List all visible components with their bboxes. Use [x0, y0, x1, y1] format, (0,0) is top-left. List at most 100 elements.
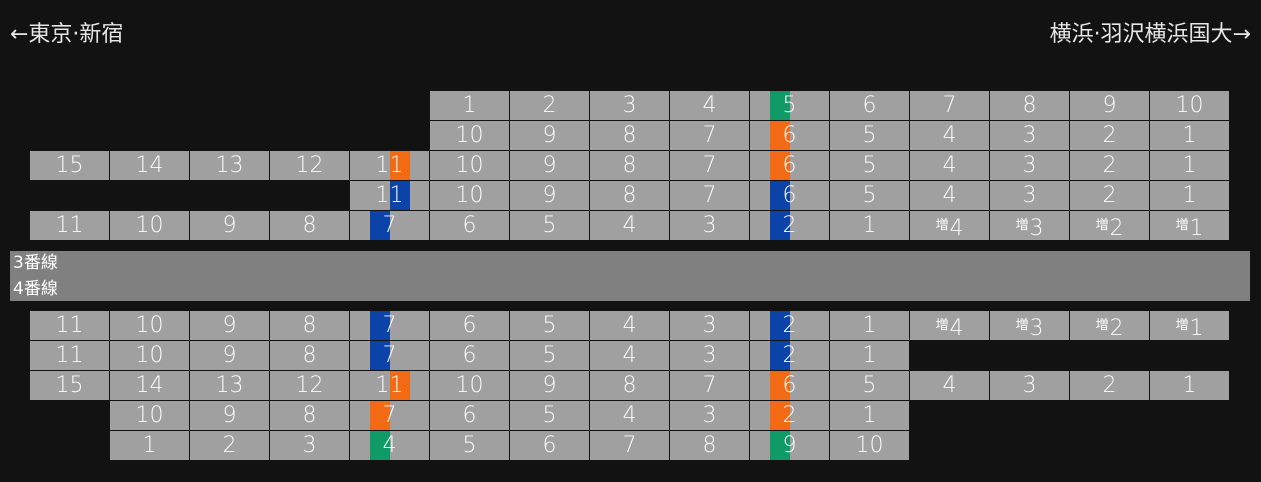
extra-car-marker: 増: [1175, 218, 1189, 233]
car-number: 14: [135, 373, 164, 398]
car-number: 3: [702, 313, 717, 338]
door-marker-orange: [770, 151, 790, 180]
train-car: 6: [750, 151, 829, 180]
car-number: 14: [135, 153, 164, 178]
car-number: 増4: [935, 216, 964, 240]
car-number: 8: [302, 313, 317, 338]
train-car: 4: [910, 121, 989, 150]
car-number: 10: [455, 153, 484, 178]
train-car: 10: [430, 121, 509, 150]
train-car: 9: [510, 121, 589, 150]
car-number: 9: [542, 183, 557, 208]
car-number: 増4: [935, 316, 964, 340]
car-number: 4: [622, 213, 637, 238]
train-car: 6: [430, 311, 509, 340]
train-car: 増1: [1150, 211, 1229, 240]
car-number: 1: [462, 93, 477, 118]
train-car: 10: [430, 181, 509, 210]
platform: 3番線 4番線: [10, 251, 1250, 301]
train-car: 11: [350, 151, 429, 180]
door-marker-green: [770, 91, 790, 120]
car-number: 1: [862, 343, 877, 368]
train-car: 8: [270, 401, 349, 430]
train-car: 1: [830, 401, 909, 430]
train-car: 6: [750, 121, 829, 150]
train-car: 10: [110, 341, 189, 370]
train-car: 2: [1070, 121, 1149, 150]
car-number: 9: [1102, 93, 1117, 118]
car-number: 4: [382, 433, 397, 458]
train-car: 7: [670, 371, 749, 400]
train-car: 5: [510, 211, 589, 240]
train-car: 4: [670, 91, 749, 120]
train-car: 7: [350, 401, 429, 430]
train-car: 5: [510, 341, 589, 370]
car-number: 13: [215, 153, 244, 178]
car-number: 10: [135, 403, 164, 428]
car-number: 10: [135, 313, 164, 338]
car-number: 11: [375, 373, 404, 398]
car-number: 6: [782, 183, 797, 208]
car-number: 1: [862, 313, 877, 338]
car-number: 1: [1182, 123, 1197, 148]
car-number: 10: [855, 433, 884, 458]
car-number: 8: [622, 153, 637, 178]
train-car: 8: [590, 181, 669, 210]
car-number: 3: [1022, 373, 1037, 398]
train-car: 7: [350, 311, 429, 340]
car-number: 4: [622, 343, 637, 368]
extra-car-marker: 増: [1175, 318, 1189, 333]
train-car: 8: [270, 311, 349, 340]
train-car: 3: [670, 341, 749, 370]
train-car: 1: [1150, 121, 1229, 150]
train-car: 3: [990, 151, 1069, 180]
car-number: 10: [455, 123, 484, 148]
car-number: 10: [455, 183, 484, 208]
train-car: 2: [750, 341, 829, 370]
train-car: 11: [350, 181, 429, 210]
car-number: 1: [1182, 153, 1197, 178]
car-number: 6: [462, 343, 477, 368]
train-car: 増2: [1070, 311, 1149, 340]
train-car: 10: [110, 211, 189, 240]
train-car: 8: [670, 431, 749, 460]
car-number: 6: [782, 153, 797, 178]
car-number: 3: [702, 403, 717, 428]
car-number: 2: [1102, 373, 1117, 398]
train-car: 9: [190, 211, 269, 240]
car-number: 3: [1022, 153, 1037, 178]
car-number: 6: [862, 93, 877, 118]
train-car: 6: [830, 91, 909, 120]
car-number: 7: [382, 213, 397, 238]
car-number: 2: [222, 433, 237, 458]
train-car: 14: [110, 151, 189, 180]
car-number: 8: [622, 183, 637, 208]
car-number: 10: [455, 373, 484, 398]
car-number: 9: [542, 373, 557, 398]
car-number: 3: [1022, 123, 1037, 148]
train-car: 5: [750, 91, 829, 120]
car-number: 4: [622, 313, 637, 338]
car-number: 5: [862, 183, 877, 208]
car-number: 7: [702, 373, 717, 398]
train-car: 10: [1150, 91, 1229, 120]
direction-right-label: 横浜·羽沢横浜国大→: [1049, 22, 1251, 47]
train-car: 6: [430, 401, 509, 430]
car-number: 8: [302, 343, 317, 368]
car-number: 7: [942, 93, 957, 118]
car-number: 3: [302, 433, 317, 458]
car-number: 4: [622, 403, 637, 428]
train-car: 3: [990, 181, 1069, 210]
car-number: 9: [222, 313, 237, 338]
train-car: 5: [510, 311, 589, 340]
car-number: 8: [622, 373, 637, 398]
train-car: 14: [110, 371, 189, 400]
car-number: 11: [375, 183, 404, 208]
car-number: 10: [135, 343, 164, 368]
train-car: 6: [750, 181, 829, 210]
train-car: 1: [430, 91, 509, 120]
train-car: 2: [510, 91, 589, 120]
train-car: 7: [590, 431, 669, 460]
car-number: 4: [942, 153, 957, 178]
train-car: 4: [590, 311, 669, 340]
